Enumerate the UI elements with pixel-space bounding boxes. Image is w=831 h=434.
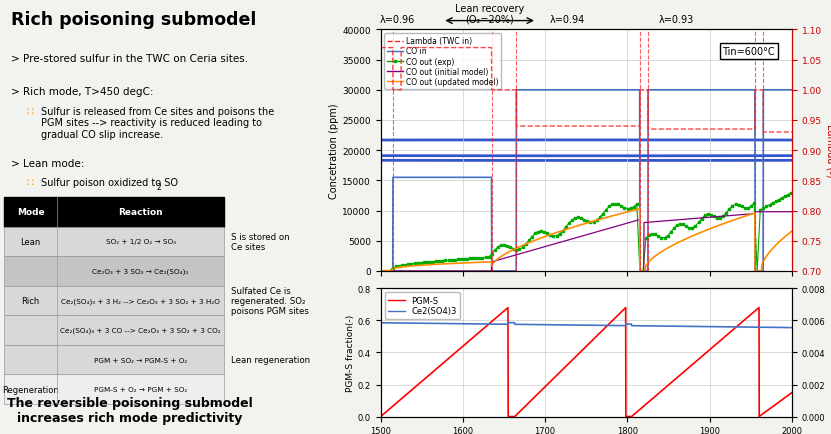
Text: Ce₂(SO₄)₃ + 3 CO --> Ce₂O₃ + 3 SO₂ + 3 CO₂: Ce₂(SO₄)₃ + 3 CO --> Ce₂O₃ + 3 SO₂ + 3 C… xyxy=(60,327,221,333)
Text: Reaction: Reaction xyxy=(118,208,163,217)
Text: The reversible poisoning submodel
increases rich mode predictivity: The reversible poisoning submodel increa… xyxy=(7,396,253,424)
Text: Lean: Lean xyxy=(21,237,41,246)
Text: Mode: Mode xyxy=(17,208,44,217)
Text: Lean recovery: Lean recovery xyxy=(455,4,524,14)
Text: S is stored on
Ce sites: S is stored on Ce sites xyxy=(231,232,290,251)
Legend: PGM-S, Ce2(SO4)3: PGM-S, Ce2(SO4)3 xyxy=(385,293,460,319)
Text: SO₂ + 1/2 O₂ → SO₃: SO₂ + 1/2 O₂ → SO₃ xyxy=(106,239,175,245)
Text: Sulfur poison oxidized to SO: Sulfur poison oxidized to SO xyxy=(41,178,178,188)
FancyBboxPatch shape xyxy=(3,316,224,345)
FancyBboxPatch shape xyxy=(3,197,224,227)
Y-axis label: Concetration (ppm): Concetration (ppm) xyxy=(329,103,339,198)
Text: Ce₂(SO₄)₃ + 3 H₂ --> Ce₂O₃ + 3 SO₂ + 3 H₂O: Ce₂(SO₄)₃ + 3 H₂ --> Ce₂O₃ + 3 SO₂ + 3 H… xyxy=(61,298,220,304)
Text: λ=0.94: λ=0.94 xyxy=(550,15,585,25)
Text: ∷: ∷ xyxy=(26,178,33,188)
Circle shape xyxy=(0,146,327,148)
FancyBboxPatch shape xyxy=(3,375,224,404)
Text: ∷: ∷ xyxy=(26,106,33,116)
Text: (O₂=20%): (O₂=20%) xyxy=(465,14,514,24)
Y-axis label: Lambda (-): Lambda (-) xyxy=(826,124,831,178)
Text: 2: 2 xyxy=(156,182,161,191)
FancyBboxPatch shape xyxy=(3,227,224,256)
FancyBboxPatch shape xyxy=(3,256,224,286)
Text: λ=0.93: λ=0.93 xyxy=(659,15,695,25)
Text: Rich: Rich xyxy=(22,296,40,305)
Text: Lean regeneration: Lean regeneration xyxy=(231,355,310,364)
Legend: Lambda (TWC in), CO in, CO out (exp), CO out (initial model), CO out (updated mo: Lambda (TWC in), CO in, CO out (exp), CO… xyxy=(385,34,501,90)
Text: Regeneration: Regeneration xyxy=(2,385,59,394)
Text: Ce₂O₃ + 3 SO₃ → Ce₂(SO₄)₃: Ce₂O₃ + 3 SO₃ → Ce₂(SO₄)₃ xyxy=(92,268,189,274)
Text: > Pre-stored sulfur in the TWC on Ceria sites.: > Pre-stored sulfur in the TWC on Ceria … xyxy=(11,54,248,64)
Text: Sulfur is released from Ce sites and poisons the
PGM sites --> reactivity is red: Sulfur is released from Ce sites and poi… xyxy=(41,106,274,139)
Text: > Lean mode:: > Lean mode: xyxy=(11,158,85,168)
Y-axis label: PGM-S fraction(-): PGM-S fraction(-) xyxy=(346,314,355,391)
FancyBboxPatch shape xyxy=(3,345,224,375)
Text: Tin=600°C: Tin=600°C xyxy=(722,47,775,57)
Text: PGM + SO₂ → PGM-S + O₂: PGM + SO₂ → PGM-S + O₂ xyxy=(94,357,187,363)
Text: Rich poisoning submodel: Rich poisoning submodel xyxy=(11,11,257,29)
Text: λ=0.96: λ=0.96 xyxy=(380,15,415,25)
Text: Sulfated Ce is
regenerated. SO₂
poisons PGM sites: Sulfated Ce is regenerated. SO₂ poisons … xyxy=(231,286,309,316)
FancyBboxPatch shape xyxy=(3,286,224,316)
Text: > Rich mode, T>450 degC:: > Rich mode, T>450 degC: xyxy=(11,87,154,97)
Text: PGM-S + O₂ → PGM + SO₂: PGM-S + O₂ → PGM + SO₂ xyxy=(94,386,187,392)
